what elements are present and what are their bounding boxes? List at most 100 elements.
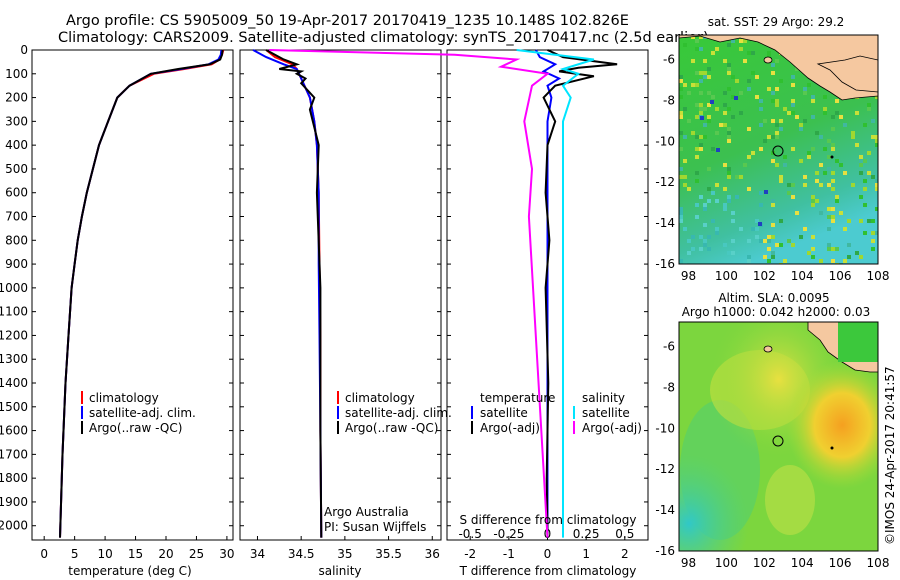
sst-pixel [679,79,683,83]
sst-pixel [703,239,707,243]
s-difference-tick-label: 0.5 [615,527,634,541]
sst-pixel [767,247,771,251]
temperature-plot-frame [31,49,234,541]
sst-pixel [691,83,695,87]
sst-pixel [731,239,735,243]
provider-annotation: Argo Australia [324,505,409,519]
sst-pixel [759,107,763,111]
sst-pixel [727,131,731,135]
sst-pixel [871,119,875,123]
sst-pixel [827,155,831,159]
sst-pixel [875,187,878,191]
map-longitude-tick-label: 102 [753,269,776,283]
difference-series-line [269,49,550,538]
sst-pixel [679,87,683,91]
sst-pixel [763,139,767,143]
axis-ticks-layer: 0100200300400500600700800900100011001200… [0,43,889,570]
sst-pixel [827,247,831,251]
sst-pixel [807,151,811,155]
sst-pixel [711,147,715,151]
sst-pixel [771,199,775,203]
sst-pixel [835,99,839,103]
sst-pixel [791,243,795,247]
depth-tick-label: 1200 [0,328,28,342]
sst-pixel [803,175,807,179]
legend-label-satellite: satellite-adj. clim. [89,406,196,420]
sst-pixel [723,203,727,207]
sst-pixel [771,203,775,207]
sst-pixel [835,195,839,199]
sst-pixel [715,107,719,111]
sst-pixel [727,67,731,71]
sst-pixel [831,171,835,175]
sst-pixel [735,195,739,199]
sst-pixel [747,51,751,55]
sst-pixel [691,235,695,239]
figure-title-line2: Climatology: CARS2009. Satellite-adjuste… [58,30,709,46]
sst-pixel [843,227,847,231]
sst-pixel [711,219,715,223]
legend-label-t-satellite: satellite [480,406,528,420]
sst-pixel [679,115,683,119]
salinity-series-line [265,49,323,538]
sst-pixel [855,111,859,115]
depth-tick-label: 1000 [0,281,28,295]
sst-pixel [699,135,703,139]
sst-pixel [727,139,731,143]
sst-pixel [699,107,703,111]
temperature-series-line [59,49,224,538]
sst-pixel [783,155,787,159]
map-latitude-tick-label: -14 [655,216,675,230]
sst-pixel [763,255,767,259]
sst-pixel [767,235,771,239]
sst-pixel [831,259,835,263]
sst-pixel [727,71,731,75]
map-longitude-tick-label: 100 [715,269,738,283]
sst-pixel [855,143,859,147]
sst-pixel [775,59,779,63]
sst-pixel [791,83,795,87]
sst-pixel [699,47,703,51]
sst-pixel [707,103,711,107]
sst-pixel [699,71,703,75]
sst-pixel [827,227,831,231]
depth-tick-label: 1100 [0,305,28,319]
sst-pixel [727,63,731,67]
map-longitude-tick-label: 102 [753,556,776,570]
sst-pixel [747,239,751,243]
sst-pixel [831,207,835,211]
sst-pixel [819,183,823,187]
sst-pixel [835,199,839,203]
sla-map-subtitle: Argo h1000: 0.042 h2000: 0.03 [682,305,871,319]
sst-pixel [851,135,855,139]
island [763,56,773,64]
sst-pixel [679,95,683,99]
depth-tick-label: 900 [5,257,28,271]
sst-pixel [679,147,683,151]
sst-pixel [731,251,735,255]
sst-pixel [695,135,699,139]
sst-pixel [703,203,707,207]
salinity-tick-label: 36 [425,547,440,561]
temperature-tick-label: 5 [71,547,79,561]
sst-pixel [779,219,783,223]
temperature-tick-label: 20 [158,547,173,561]
sst-pixel [791,147,795,151]
sst-pixel [715,47,719,51]
sst-pixel [679,131,683,135]
sst-pixel [811,115,815,119]
depth-tick-label: 100 [5,67,28,81]
sst-pixel [771,63,775,67]
sst-pixel [755,235,759,239]
sst-pixel [819,259,823,263]
sst-pixel [751,51,755,55]
map-latitude-tick-label: -12 [655,462,675,476]
sst-pixel [779,127,783,131]
temperature-tick-label: 0 [40,547,48,561]
sst-pixel [727,171,731,175]
sst-pixel [739,91,743,95]
sst-pixel [791,75,795,79]
sst-pixel [875,135,878,139]
sst-pixel [827,167,831,171]
